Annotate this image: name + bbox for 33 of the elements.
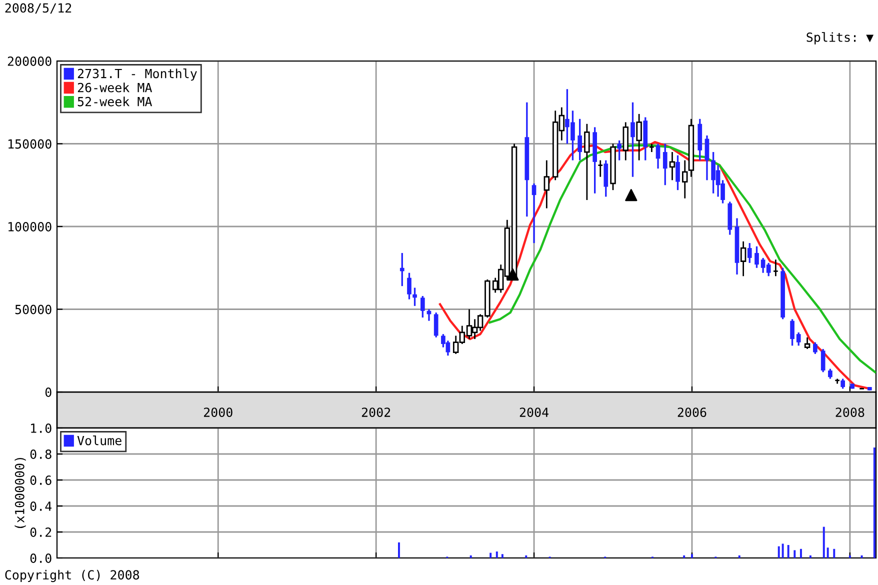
y-tick-label: 0.6 bbox=[30, 476, 52, 485]
candlestick bbox=[584, 123, 590, 201]
y-tick-label: 0.2 bbox=[30, 528, 52, 537]
text: Splits: ▼ bbox=[806, 32, 874, 44]
candlestick bbox=[682, 160, 688, 200]
y-tick-label: 100000 bbox=[8, 222, 52, 232]
x-tick-label: 2004 bbox=[520, 408, 548, 418]
x-tick-label: 2006 bbox=[678, 408, 706, 418]
candlestick bbox=[622, 122, 629, 161]
legend-label: 52-week MA bbox=[78, 96, 152, 106]
y-axis-title: (x1000000) bbox=[14, 458, 26, 528]
y-tick-label: 200000 bbox=[8, 56, 52, 66]
x-tick-label: 2002 bbox=[362, 408, 390, 418]
text: 2008/5/12 bbox=[5, 3, 72, 14]
y-tick-label: 150000 bbox=[8, 139, 52, 149]
text: Copyright (C) 2008 bbox=[5, 570, 140, 582]
y-tick-label: 50000 bbox=[15, 304, 52, 314]
candlestick bbox=[669, 151, 676, 181]
y-tick-label: 0.4 bbox=[30, 502, 52, 511]
x-tick-label: 2000 bbox=[204, 408, 232, 418]
y-tick-label: 0.8 bbox=[30, 450, 52, 459]
candlestick bbox=[544, 160, 550, 209]
y-tick-label: 0.0 bbox=[30, 554, 52, 563]
legend-label: 2731.T - Monthly bbox=[78, 68, 197, 81]
legend-label: Volume bbox=[77, 436, 122, 446]
candlestick bbox=[740, 240, 746, 277]
candlestick bbox=[850, 382, 854, 390]
y-tick-label: 0 bbox=[45, 388, 52, 397]
y-tick-label: 1.0 bbox=[31, 424, 52, 433]
candlestick bbox=[636, 113, 642, 161]
legend-label: 26-week MA bbox=[78, 82, 152, 92]
candlestick bbox=[804, 336, 810, 350]
x-tick-label: 2008 bbox=[836, 408, 864, 418]
